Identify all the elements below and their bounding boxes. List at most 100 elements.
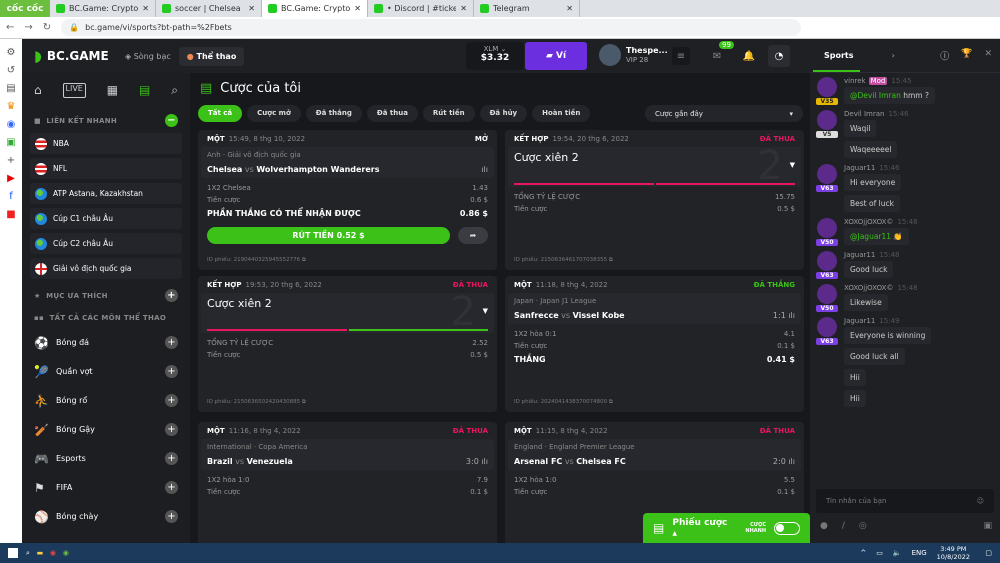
info-icon[interactable]: ⓘ (940, 52, 950, 62)
clock[interactable]: 3:49 PM 10/8/2022 (936, 545, 970, 561)
coin-icon[interactable]: ● (820, 521, 828, 531)
filter-tab[interactable]: Cược mở (247, 105, 301, 122)
filter-tab[interactable]: Hoàn tiền (532, 105, 591, 122)
messenger-icon[interactable]: ◉ (6, 119, 16, 130)
chat-avatar[interactable]: V35 (816, 77, 838, 106)
expand-sport-button[interactable]: + (165, 423, 178, 436)
quick-link-item[interactable]: NFL (30, 158, 182, 179)
close-tab-icon[interactable]: ✕ (248, 4, 255, 13)
user-profile[interactable]: Thespe... VIP 28 (599, 44, 668, 66)
gift-icon[interactable]: ◎ (858, 521, 867, 531)
tab-sports-chat[interactable]: Sports (824, 51, 854, 60)
event-block[interactable]: Anh · Giải vô địch quốc gia Chelsea vs Wo… (201, 147, 494, 178)
coccoc-icon[interactable]: ◉ (62, 549, 69, 557)
event-block[interactable]: Japan · Japan J1 League Sanfrecce vs Viss… (508, 293, 801, 324)
stats-icon[interactable]: ılı (481, 165, 488, 174)
chat-avatar[interactable]: V63 (816, 164, 838, 214)
chat-username[interactable]: XOXOjjOXOX© (844, 284, 894, 292)
sport-item[interactable]: 🎾 Quần vợt + (30, 357, 182, 386)
parlay-summary[interactable]: 2 Cược xiên 2 ▼ (201, 289, 494, 335)
bet-slip-bar[interactable]: ▤ Phiếu cược ▲ CƯỢC NHANH (643, 513, 810, 543)
balance-selector[interactable]: XLM ⌄ $3.32 (466, 42, 524, 70)
sport-item[interactable]: 🎮 Esports + (30, 444, 182, 473)
expand-caret-icon[interactable]: ▼ (789, 161, 795, 169)
mention[interactable]: @Jaguar11 (850, 232, 892, 241)
network-icon[interactable]: ▭ (876, 549, 883, 557)
filter-tab[interactable]: Đã thua (366, 105, 418, 122)
my-bets-icon[interactable]: ▤ (138, 83, 151, 97)
action-center-icon[interactable]: ▢ (985, 549, 992, 557)
browser-tab[interactable]: BC.Game: Crypto Casino Gam✕ (262, 0, 368, 17)
sort-select[interactable]: Cược gần đây ▾ (645, 105, 803, 122)
bc-game-logo[interactable]: ◗ BC.GAME (34, 47, 109, 65)
browser-tab[interactable]: • Discord | #ticket-4481 | BC✕ (368, 0, 474, 17)
event-block[interactable]: England · England Premier League Arsenal … (508, 439, 801, 470)
casino-link[interactable]: ◈ Sòng bạc (125, 51, 171, 61)
gif-icon[interactable]: ▣ (983, 521, 992, 531)
forward-icon[interactable]: → (24, 22, 33, 33)
search-taskbar-icon[interactable]: ⌕ (26, 548, 30, 557)
copy-icon[interactable]: ⧉ (300, 257, 306, 263)
history-icon[interactable]: ↺ (6, 65, 16, 76)
copy-icon[interactable]: ⧉ (607, 399, 613, 405)
copy-icon[interactable]: ⧉ (300, 399, 306, 405)
calendar-icon[interactable]: ▦ (106, 83, 119, 97)
mention[interactable]: @Devil Imran (850, 91, 901, 100)
sports-link[interactable]: ● Thể thao (178, 46, 245, 66)
stats-icon[interactable]: ılı (478, 457, 488, 466)
sport-item[interactable]: ⛹ Bóng rổ + (30, 386, 182, 415)
close-tab-icon[interactable]: ✕ (142, 4, 149, 13)
browser-logo[interactable]: cốc cốc (0, 0, 50, 17)
expand-favorites-button[interactable]: + (165, 289, 178, 302)
event-block[interactable]: International · Copa America Brazil vs Ve… (201, 439, 494, 470)
chat-avatar[interactable]: V50 (816, 284, 838, 313)
trophy-icon[interactable]: 🏆 (961, 49, 973, 59)
browser-tab[interactable]: BC.Game: Crypto Casino Gam✕ (50, 0, 156, 17)
chat-avatar[interactable]: V63 (816, 317, 838, 409)
crown-icon[interactable]: ♛ (6, 101, 16, 112)
settings-icon[interactable]: ⚙ (6, 47, 16, 58)
volume-icon[interactable]: 🔈 (892, 549, 902, 557)
url-input[interactable]: 🔒 bc.game/vi/sports?bt-path=%2Fbets (61, 19, 802, 36)
expand-sport-button[interactable]: + (165, 336, 178, 349)
chat-username[interactable]: Jaguar11 (844, 251, 876, 259)
chat-toggle-icon[interactable]: ◔ (768, 45, 790, 67)
expand-sport-button[interactable]: + (165, 394, 178, 407)
copy-icon[interactable]: ⧉ (607, 257, 613, 263)
tray-up-icon[interactable]: ^ (860, 549, 867, 557)
browser-tab[interactable]: soccer | Chelsea FC vs Wolve ✕ (156, 0, 262, 17)
chevron-right-icon[interactable]: › (891, 51, 895, 60)
emoji-icon[interactable]: ☺ (976, 497, 984, 505)
menu-icon[interactable]: ≡ (672, 47, 690, 65)
expand-sport-button[interactable]: + (165, 510, 178, 523)
sport-item[interactable]: ⚽ Bóng đá + (30, 328, 182, 357)
expand-sport-button[interactable]: + (165, 481, 178, 494)
mail-icon[interactable]: ✉ (712, 50, 722, 62)
chat-username[interactable]: XOXOjjOXOX© (844, 218, 894, 226)
shop-icon[interactable]: ■ (6, 209, 16, 220)
search-icon[interactable]: ⌕ (171, 83, 178, 97)
close-tab-icon[interactable]: ✕ (460, 4, 467, 13)
share-button[interactable]: ➦ (458, 227, 488, 244)
chat-username[interactable]: Jaguar11 (844, 317, 876, 325)
sport-item[interactable]: 🏏 Bóng Gậy + (30, 415, 182, 444)
facebook-icon[interactable]: f (9, 191, 13, 202)
close-icon[interactable]: ✕ (984, 49, 992, 59)
chat-avatar[interactable]: V50 (816, 218, 838, 247)
filter-tab[interactable]: Đã hủy (479, 105, 528, 122)
close-tab-icon[interactable]: ✕ (354, 4, 361, 13)
chat-username[interactable]: Devil Imran (844, 110, 885, 118)
expand-sport-button[interactable]: + (165, 365, 178, 378)
parlay-summary[interactable]: 2 Cược xiên 2 ▼ (508, 143, 801, 189)
quick-bet-toggle[interactable] (774, 521, 800, 535)
add-icon[interactable]: + (6, 155, 16, 166)
chat-avatar[interactable]: V5 (816, 110, 838, 160)
wallet-button[interactable]: ▰ Ví (525, 42, 587, 70)
quick-link-item[interactable]: ATP Astana, Kazakhstan (30, 183, 182, 204)
chat-avatar[interactable]: V63 (816, 251, 838, 280)
home-icon[interactable]: ⌂ (34, 83, 42, 97)
expand-caret-icon[interactable]: ▼ (482, 307, 488, 315)
live-icon[interactable]: LIVE (62, 83, 86, 98)
file-explorer-icon[interactable]: ▬ (36, 549, 44, 557)
sport-item[interactable]: ⚾ Bóng chày + (30, 502, 182, 531)
